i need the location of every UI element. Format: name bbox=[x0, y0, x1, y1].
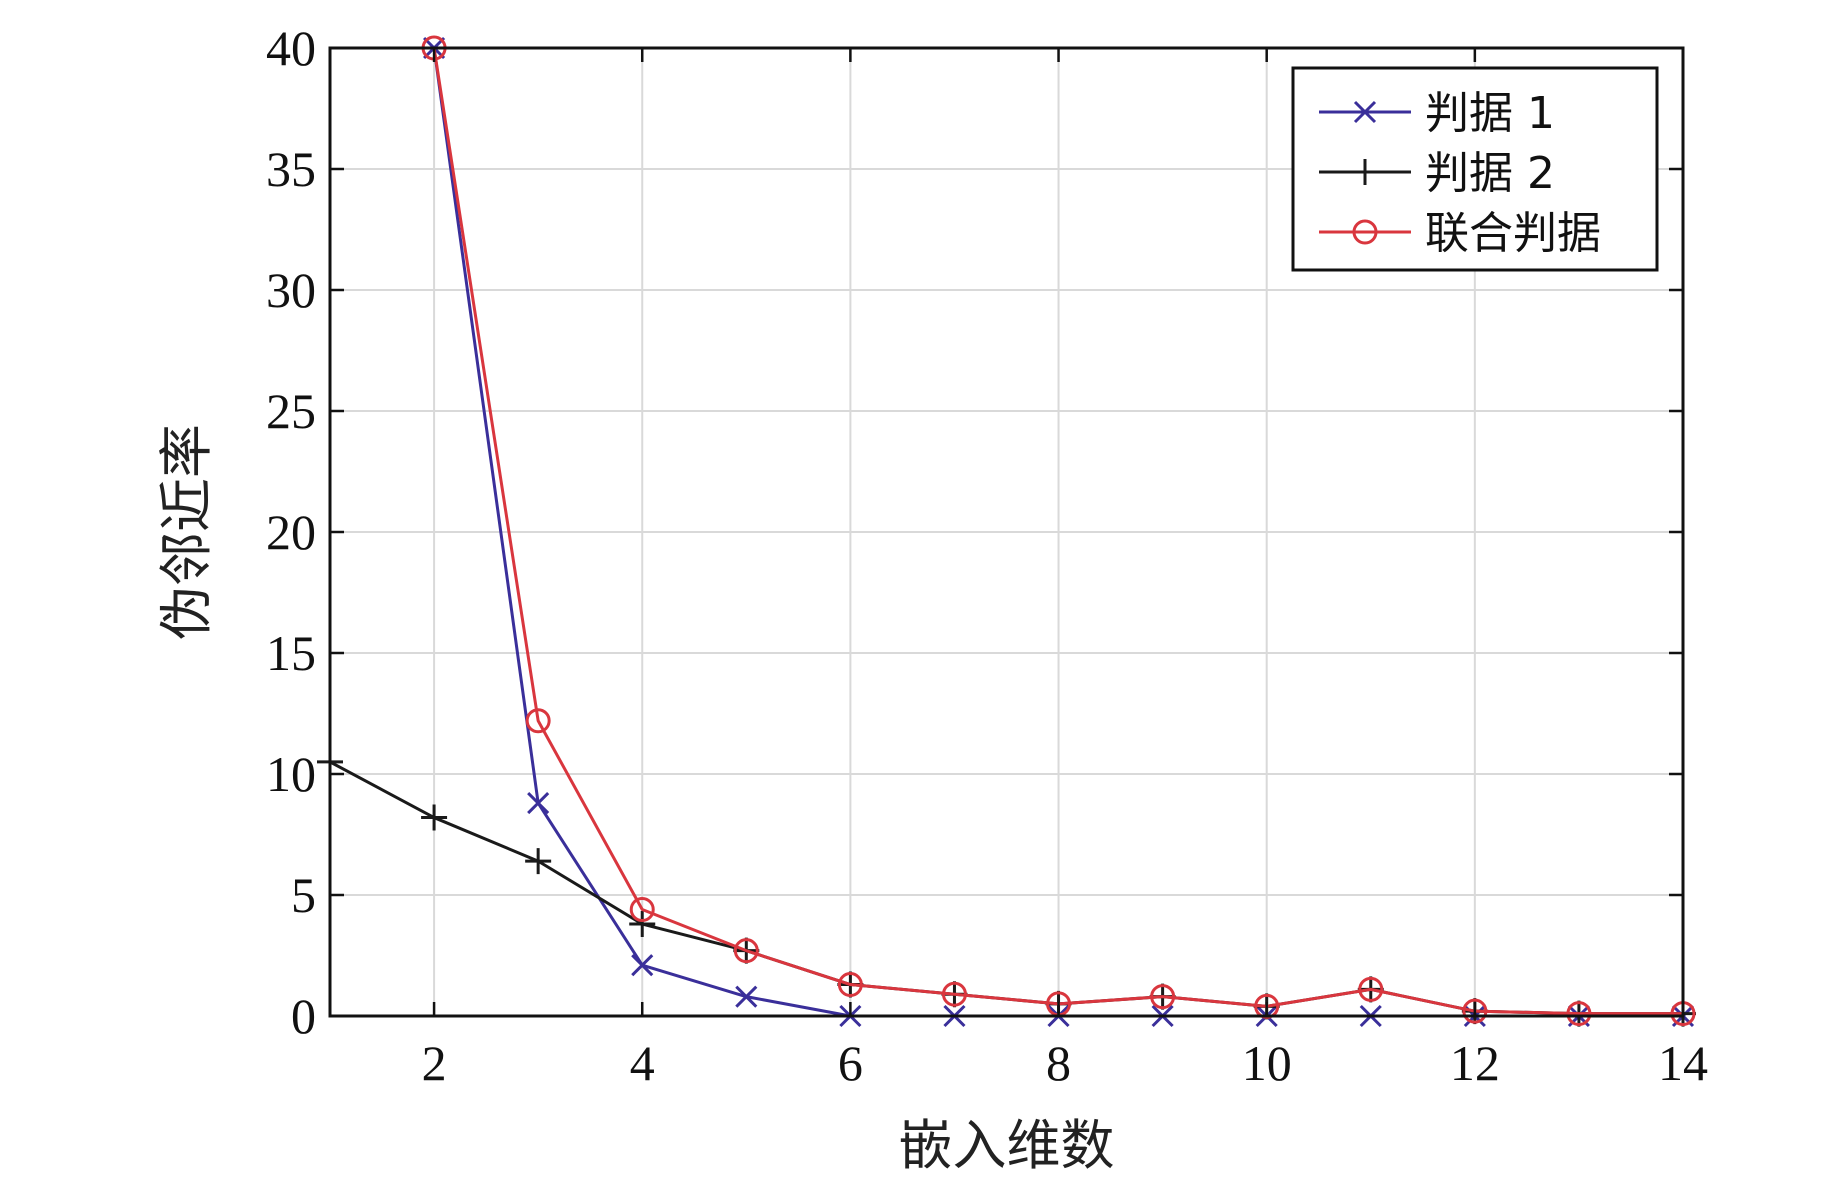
legend-label: 判据 2 bbox=[1425, 148, 1555, 199]
x-tick-label: 8 bbox=[1046, 1035, 1071, 1091]
data-point bbox=[1462, 998, 1488, 1024]
y-tick-label: 35 bbox=[266, 141, 316, 197]
data-point bbox=[1150, 984, 1176, 1010]
data-point bbox=[735, 985, 758, 1008]
axis-ticks: 2 4 6 8 10 12 14 0 5 10 15 20 25 30 35 40 bbox=[266, 20, 1708, 1091]
data-point bbox=[1566, 1001, 1592, 1027]
legend-label: 联合判据 bbox=[1425, 208, 1601, 259]
series-group bbox=[317, 748, 1696, 1027]
data-point bbox=[733, 938, 759, 964]
x-tick-label: 12 bbox=[1450, 1035, 1500, 1091]
data-point bbox=[1358, 976, 1384, 1002]
y-tick-label: 25 bbox=[266, 383, 316, 439]
legend: 判据 1 判据 2 联合判据 bbox=[1291, 66, 1659, 272]
data-point bbox=[525, 848, 552, 875]
y-tick-label: 0 bbox=[291, 988, 316, 1044]
data-point bbox=[527, 791, 550, 815]
data-point bbox=[631, 954, 654, 977]
legend-marker bbox=[1352, 219, 1378, 245]
y-tick-label: 5 bbox=[291, 867, 316, 923]
data-point bbox=[837, 972, 863, 998]
legend-marker bbox=[1353, 100, 1377, 124]
data-point bbox=[421, 804, 448, 831]
data-point bbox=[941, 981, 967, 1007]
legend-marker bbox=[1352, 159, 1378, 185]
y-tick-label: 10 bbox=[266, 746, 316, 802]
x-tick-label: 4 bbox=[630, 1035, 655, 1091]
x-tick-label: 14 bbox=[1658, 1035, 1708, 1091]
data-point bbox=[525, 708, 551, 734]
y-tick-label: 20 bbox=[266, 504, 316, 560]
data-point bbox=[629, 911, 656, 938]
x-tick-label: 6 bbox=[838, 1035, 863, 1091]
x-tick-label: 10 bbox=[1242, 1035, 1292, 1091]
y-tick-label: 30 bbox=[266, 262, 316, 318]
y-axis-title: 伪邻近率 bbox=[155, 424, 218, 640]
legend-label: 判据 1 bbox=[1425, 88, 1555, 139]
y-tick-label: 40 bbox=[266, 20, 316, 76]
y-tick-label: 15 bbox=[266, 625, 316, 681]
data-point bbox=[629, 897, 655, 923]
x-axis-title: 嵌入维数 bbox=[899, 1114, 1115, 1177]
x-tick-label: 2 bbox=[422, 1035, 447, 1091]
